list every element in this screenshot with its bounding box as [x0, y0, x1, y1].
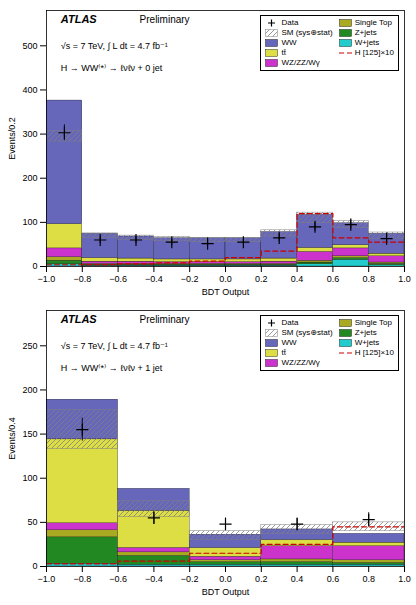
svg-text:−1.0: −1.0 — [38, 574, 56, 584]
svg-text:Events/0.2: Events/0.2 — [7, 117, 17, 160]
html-text:WZ/ZZ/Wγ: WZ/ZZ/Wγ — [281, 58, 320, 67]
svg-text:100: 100 — [22, 217, 37, 227]
html-text:tt̄: tt̄ — [281, 48, 286, 57]
svg-text:0.0: 0.0 — [219, 574, 232, 584]
svg-text:−1.0: −1.0 — [38, 274, 56, 284]
html-text:SM (sys⊕stat): SM (sys⊕stat) — [281, 28, 333, 37]
svg-text:−0.2: −0.2 — [181, 274, 199, 284]
svg-text:BDT Output: BDT Output — [202, 587, 250, 597]
html-text:Single Top: Single Top — [354, 318, 392, 327]
svg-text:250: 250 — [22, 341, 37, 351]
svg-text:400: 400 — [22, 85, 37, 95]
svg-text:0.2: 0.2 — [255, 274, 268, 284]
svg-text:150: 150 — [22, 429, 37, 439]
html-text:tt̄: tt̄ — [281, 348, 286, 357]
svg-text:Preliminary: Preliminary — [140, 14, 190, 25]
svg-text:0.2: 0.2 — [255, 574, 268, 584]
svg-text:Events/0.4: Events/0.4 — [7, 417, 17, 460]
html-text:Data: Data — [281, 318, 299, 327]
svg-text:√s = 7 TeV, ∫ L dt = 4.7 fb⁻¹: √s = 7 TeV, ∫ L dt = 4.7 fb⁻¹ — [61, 341, 168, 351]
svg-text:−0.8: −0.8 — [73, 574, 91, 584]
svg-text:H → WW⁽*⁾ → ℓνℓν + 1 jet: H → WW⁽*⁾ → ℓνℓν + 1 jet — [61, 363, 163, 373]
svg-text:1.0: 1.0 — [398, 274, 411, 284]
svg-text:200: 200 — [22, 173, 37, 183]
svg-text:0.8: 0.8 — [362, 574, 375, 584]
html-text:Z+jets: Z+jets — [354, 328, 377, 337]
html-text:SM (sys⊕stat): SM (sys⊕stat) — [281, 328, 333, 337]
svg-text:200: 200 — [22, 385, 37, 395]
svg-text:Preliminary: Preliminary — [140, 314, 190, 325]
svg-text:−0.4: −0.4 — [145, 274, 163, 284]
html-text:Data: Data — [281, 18, 299, 27]
svg-text:50: 50 — [27, 517, 37, 527]
svg-text:−0.6: −0.6 — [109, 574, 127, 584]
svg-text:0.8: 0.8 — [362, 274, 375, 284]
html-text:WW: WW — [281, 38, 297, 47]
html-text:W+jets: W+jets — [354, 338, 380, 347]
html-text:H [125]×10: H [125]×10 — [354, 48, 394, 57]
svg-text:−0.8: −0.8 — [73, 274, 91, 284]
html-text:H [125]×10: H [125]×10 — [354, 348, 394, 357]
svg-text:100: 100 — [22, 473, 37, 483]
svg-text:√s = 7 TeV, ∫ L dt = 4.7 fb⁻¹: √s = 7 TeV, ∫ L dt = 4.7 fb⁻¹ — [61, 41, 168, 51]
html-text:Z+jets: Z+jets — [354, 28, 377, 37]
html-text:WW: WW — [281, 338, 297, 347]
svg-text:0.4: 0.4 — [291, 274, 304, 284]
svg-text:0.6: 0.6 — [327, 574, 340, 584]
svg-text:0: 0 — [32, 261, 37, 271]
svg-text:−0.6: −0.6 — [109, 274, 127, 284]
svg-text:ATLAS: ATLAS — [60, 13, 98, 25]
svg-text:1.0: 1.0 — [398, 574, 411, 584]
svg-text:300: 300 — [22, 129, 37, 139]
svg-text:−0.2: −0.2 — [181, 574, 199, 584]
svg-text:BDT Output: BDT Output — [202, 287, 250, 297]
html-text:Single Top: Single Top — [354, 18, 392, 27]
svg-text:500: 500 — [22, 41, 37, 51]
svg-text:0.0: 0.0 — [219, 274, 232, 284]
svg-text:0.6: 0.6 — [327, 274, 340, 284]
svg-text:0: 0 — [32, 561, 37, 571]
html-text:WZ/ZZ/Wγ: WZ/ZZ/Wγ — [281, 358, 320, 367]
svg-text:−0.4: −0.4 — [145, 574, 163, 584]
svg-text:0.4: 0.4 — [291, 574, 304, 584]
svg-text:ATLAS: ATLAS — [60, 313, 98, 325]
svg-text:H → WW⁽*⁾ → ℓνℓν + 0 jet: H → WW⁽*⁾ → ℓνℓν + 0 jet — [61, 63, 163, 73]
html-text:W+jets: W+jets — [354, 38, 380, 47]
